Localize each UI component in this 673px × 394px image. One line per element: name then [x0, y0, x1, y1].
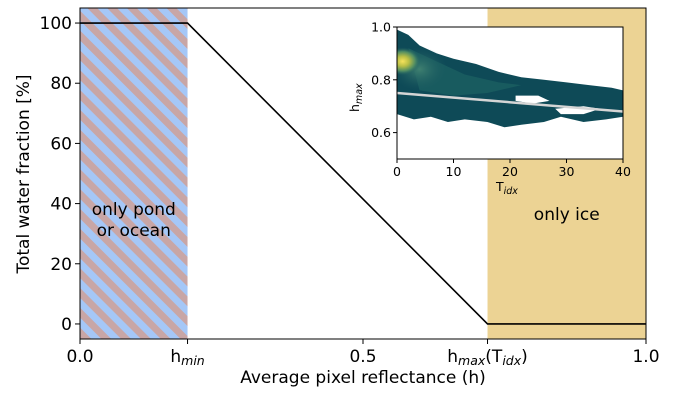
region-pond-ocean — [80, 8, 188, 339]
x-tick-label: 0.0 — [66, 347, 93, 367]
x-tick-label: hmin — [170, 347, 204, 368]
x-axis-ticks: 0.0 hmin 0.5 hmax(Tidx) 1.0 — [66, 339, 660, 368]
y-axis-ticks: 0 20 40 60 80 100 — [40, 14, 80, 335]
inset-plot: 0.6 0.8 1.0 0 10 20 30 40 Tidx hmax — [347, 20, 631, 198]
density-map — [397, 29, 623, 128]
inset-y-axis-ticks: 0.6 0.8 1.0 — [371, 20, 397, 140]
y-tick-label: 0 — [61, 315, 72, 335]
inset-x-tick-label: 40 — [615, 164, 631, 179]
x-tick-label: 1.0 — [632, 347, 659, 367]
y-axis-label: Total water fraction [%] — [14, 74, 34, 274]
inset-x-axis-label: Tidx — [495, 179, 518, 197]
density-gap — [515, 95, 550, 104]
y-tick-label: 80 — [50, 74, 72, 94]
inset-y-tick-label: 0.6 — [371, 125, 391, 140]
y-tick-label: 60 — [50, 134, 72, 154]
x-tick-label: hmax(Tidx) — [447, 347, 528, 368]
density-region — [397, 29, 623, 128]
inset-x-tick-label: 0 — [393, 164, 401, 179]
x-axis-label: Average pixel reflectance (h) — [240, 368, 486, 388]
y-tick-label: 40 — [50, 195, 72, 215]
inset-x-tick-label: 10 — [446, 164, 462, 179]
inset-x-tick-label: 30 — [559, 164, 575, 179]
region-label: or ocean — [97, 221, 171, 241]
series-line — [80, 22, 646, 325]
regression-line — [397, 91, 623, 113]
series — [80, 22, 646, 325]
x-tick-label: 0.5 — [349, 347, 376, 367]
inset-y-tick-label: 1.0 — [371, 20, 391, 35]
region-label: only pond — [92, 200, 176, 220]
inset-x-tick-label: 20 — [502, 164, 518, 179]
y-tick-label: 20 — [50, 255, 72, 275]
inset-y-tick-label: 0.8 — [371, 72, 391, 87]
inset-x-axis-ticks: 0 10 20 30 40 — [393, 159, 631, 179]
inset-y-axis-label: hmax — [347, 83, 365, 112]
y-tick-label: 100 — [40, 14, 72, 34]
density-peak — [397, 47, 421, 76]
region-label: only ice — [534, 205, 600, 225]
